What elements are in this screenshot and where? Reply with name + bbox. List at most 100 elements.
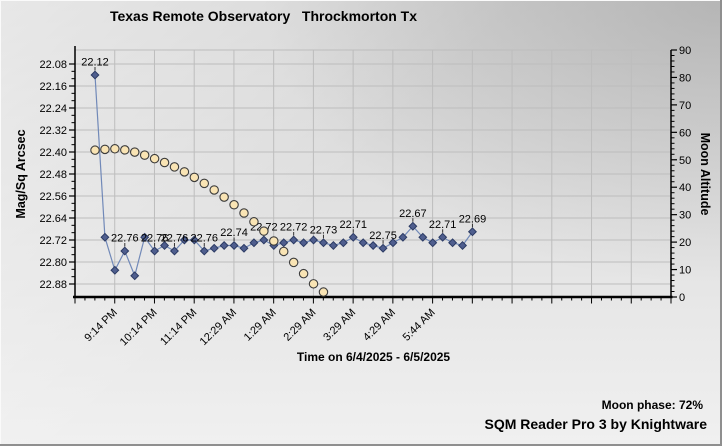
- sqm-point-marker: [150, 246, 160, 256]
- x-tick-label: 11:14 PM: [158, 307, 199, 348]
- y-right-tick-label: 20: [679, 237, 691, 249]
- y-right-tick-label: 50: [679, 155, 691, 167]
- moon-point-marker: [129, 147, 140, 157]
- moon-point-marker: [120, 145, 130, 155]
- y-axis-right: 0 10 20 30 40 50 60 70 80 90: [671, 45, 691, 304]
- sqm-point-marker: [259, 235, 269, 245]
- moon-point-marker: [308, 279, 319, 289]
- sqm-point-label: 22.12: [81, 57, 109, 69]
- sqm-point-marker: [130, 271, 140, 281]
- y-left-tick-label: 22.72: [39, 235, 67, 247]
- x-tick-label: 12:29 AM: [198, 307, 239, 348]
- sqm-point-label: 22.74: [220, 227, 248, 239]
- sqm-point-marker: [448, 238, 458, 248]
- moon-point-marker: [159, 157, 170, 168]
- moon-point-marker: [318, 287, 329, 297]
- y-right-tick-label: 30: [679, 210, 691, 222]
- y-left-tick-label: 22.56: [39, 191, 67, 203]
- sqm-point-label: 22.76: [111, 233, 139, 245]
- moon-point-marker: [288, 257, 299, 268]
- y-left-tick-label: 22.16: [39, 81, 67, 93]
- moon-point-marker: [149, 153, 160, 164]
- sqm-point-marker: [368, 240, 378, 251]
- sqm-point-label: 22.69: [459, 213, 487, 225]
- moon-point-marker: [209, 185, 219, 195]
- y-left-tick-label: 22.40: [39, 147, 67, 159]
- moon-point-marker: [100, 144, 110, 155]
- y-right-tick-label: 90: [679, 45, 691, 57]
- x-tick-label: 10:14 PM: [118, 307, 160, 349]
- sqm-point-marker: [140, 232, 150, 242]
- sqm-point-marker: [309, 235, 319, 245]
- sqm-point-marker: [388, 238, 398, 248]
- y-left-tick-label: 22.88: [39, 279, 67, 291]
- sqm-point-marker: [318, 238, 328, 248]
- grid-lines: [75, 49, 671, 297]
- sqm-point-marker: [358, 238, 368, 248]
- sqm-point-marker: [338, 238, 348, 248]
- moon-point-marker: [169, 162, 180, 172]
- sqm-point-marker: [110, 265, 120, 275]
- x-tick-label: 1:29 AM: [242, 307, 279, 344]
- sqm-point-marker: [279, 238, 289, 248]
- moon-point-marker: [278, 246, 289, 257]
- axes: [73, 46, 673, 299]
- x-axis-title: Time on 6/4/2025 - 6/5/2025: [296, 350, 451, 364]
- sqm-point-marker: [408, 221, 418, 231]
- sqm-point-label: 22.73: [310, 224, 338, 236]
- sqm-point-marker: [428, 238, 438, 248]
- sqm-point-marker: [239, 243, 249, 253]
- sqm-point-marker: [199, 246, 209, 256]
- sqm-point-label: 22.71: [340, 219, 368, 231]
- sqm-point-marker: [189, 235, 199, 245]
- sqm-point-label: 22.75: [369, 230, 397, 242]
- sqm-point-marker: [100, 232, 110, 242]
- moon-point-marker: [199, 178, 210, 189]
- moon-point-marker: [229, 200, 239, 210]
- sqm-point-label: 22.72: [280, 222, 308, 234]
- moon-phase-label: Moon phase: 72%: [601, 398, 703, 412]
- sqm-point-marker: [219, 240, 229, 251]
- sqm-point-marker: [398, 232, 408, 242]
- sqm-point-marker: [229, 240, 239, 251]
- x-tick-label: 4:29 AM: [361, 307, 398, 344]
- moon-point-marker: [269, 236, 279, 246]
- sqm-point-label: 22.76: [141, 233, 169, 245]
- x-tick-label: 9:14 PM: [82, 307, 119, 344]
- y-right-axis-title: Moon Altitude: [698, 133, 712, 216]
- chart-title: Texas Remote Observatory Throckmorton Tx: [109, 8, 418, 24]
- moon-point-marker: [110, 144, 120, 154]
- sqm-point-marker: [378, 243, 388, 253]
- y-right-tick-label: 40: [679, 182, 691, 194]
- sqm-point-marker: [299, 238, 309, 248]
- moon-point-marker: [259, 226, 269, 236]
- sqm-point-marker: [90, 70, 100, 80]
- moon-point-marker: [189, 172, 200, 183]
- y-right-tick-label: 60: [679, 127, 691, 139]
- sqm-point-label: 22.67: [399, 208, 427, 220]
- sqm-point-marker: [249, 238, 259, 248]
- sqm-series: 22.1222.7622.7622.7622.7622.7422.7222.72…: [81, 57, 487, 281]
- sqm-point-label: 22.76: [191, 233, 219, 245]
- sqm-point-marker: [467, 227, 477, 237]
- sqm-point-label: 22.71: [429, 219, 457, 231]
- sqm-point-marker: [179, 235, 189, 245]
- x-tick-label: 2:29 AM: [281, 307, 318, 344]
- y-right-tick-label: 10: [679, 265, 691, 277]
- x-tick-label: 5:44 AM: [401, 307, 438, 344]
- y-left-tick-label: 22.64: [39, 213, 67, 225]
- y-right-tick-label: 0: [679, 292, 685, 304]
- moon-point-marker: [179, 167, 190, 177]
- sqm-point-marker: [289, 235, 299, 245]
- moon-point-marker: [298, 268, 309, 279]
- y-right-tick-label: 80: [679, 72, 691, 84]
- sqm-point-marker: [160, 240, 170, 251]
- moon-point-marker: [239, 208, 249, 218]
- moon-point-marker: [139, 150, 150, 160]
- sqm-point-marker: [328, 240, 338, 251]
- y-axis-left: 22.08 22.16 22.24 22.32 22.40 22.48 22.56 22.64…: [39, 59, 75, 291]
- y-left-tick-label: 22.48: [39, 169, 67, 181]
- sqm-point-marker: [348, 232, 358, 242]
